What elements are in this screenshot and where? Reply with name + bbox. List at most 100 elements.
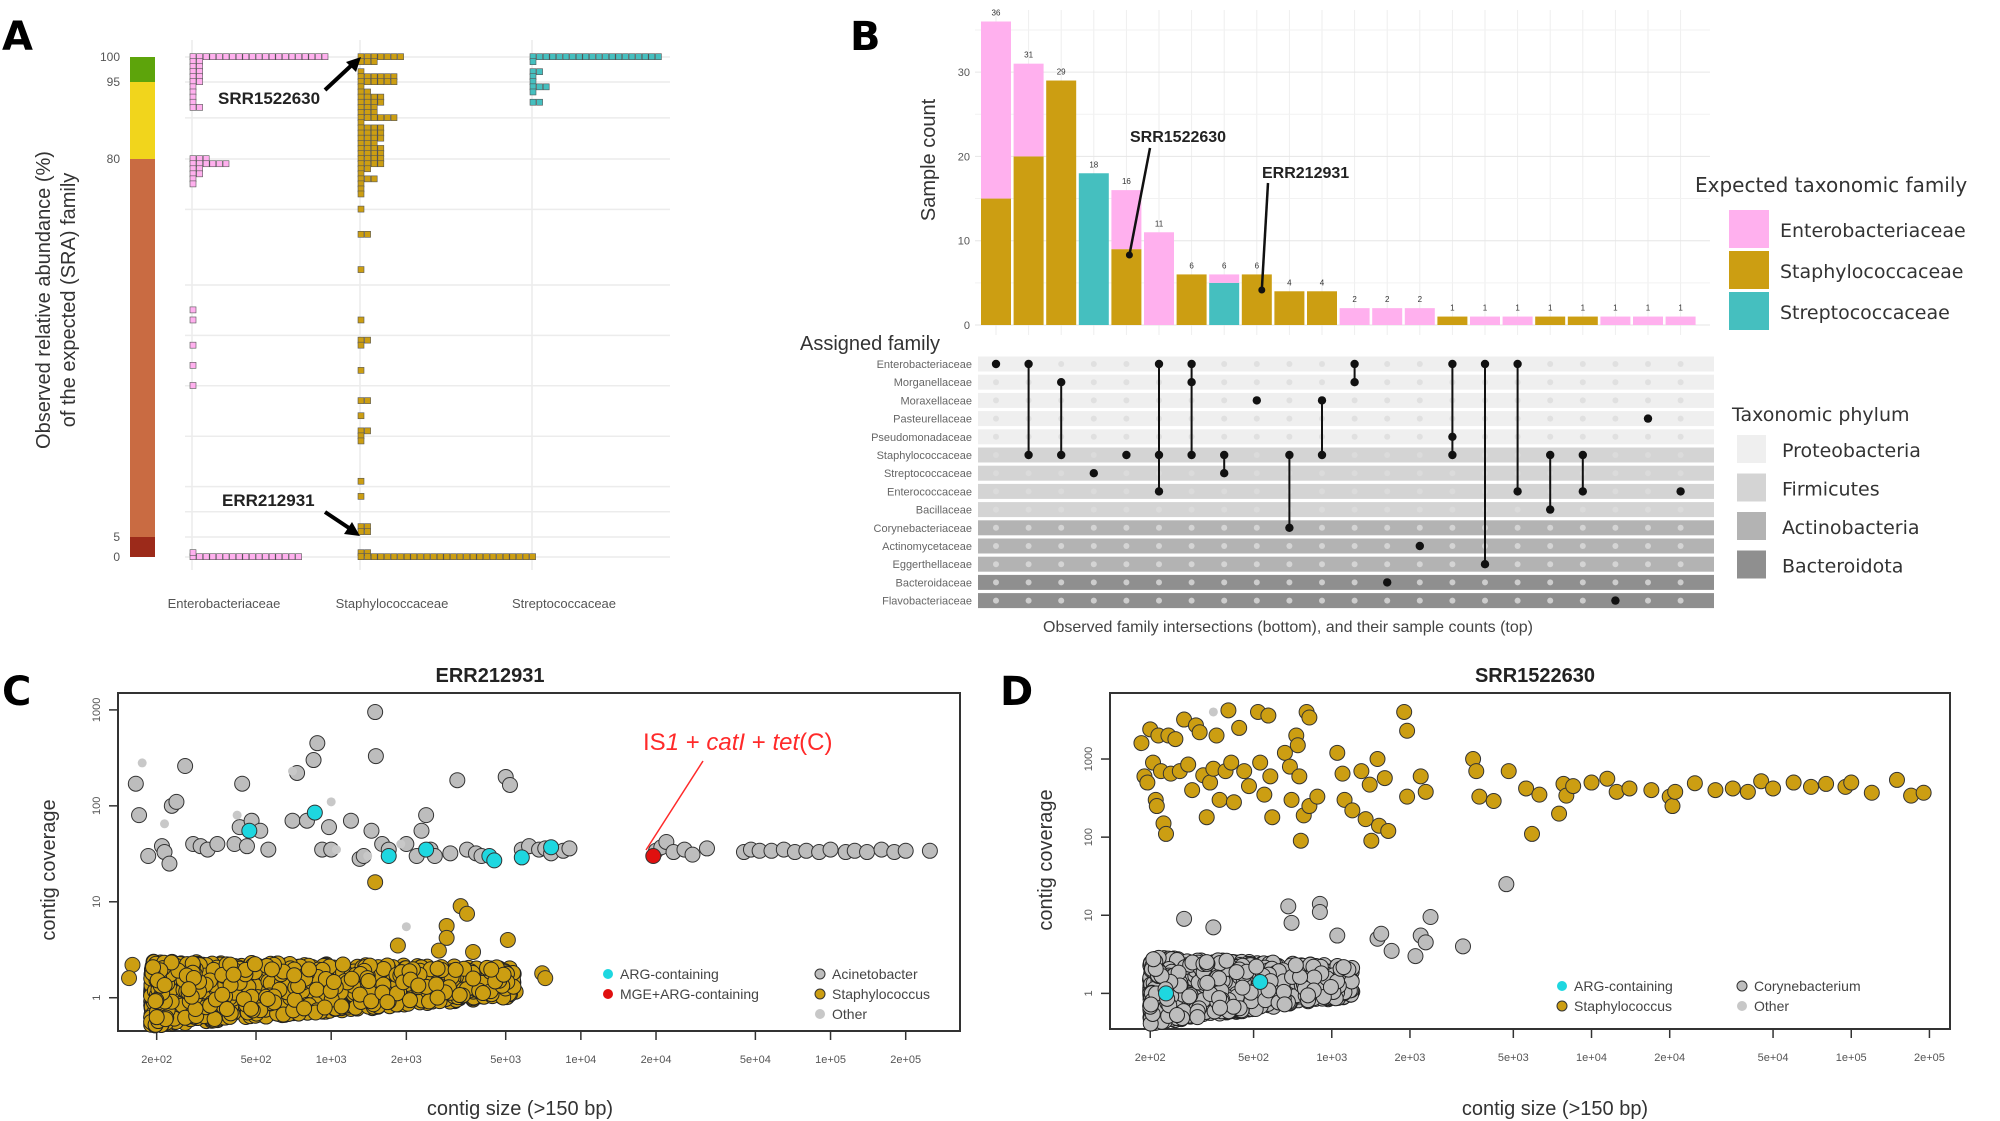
matrix-row-band	[978, 429, 1714, 445]
upset-bar-label: 2	[1352, 295, 1357, 304]
matrix-empty-dot	[993, 415, 999, 422]
matrix-empty-dot	[1416, 415, 1423, 422]
panel-a-dot	[423, 553, 431, 561]
panel-b-matrix-title: Assigned family	[800, 333, 940, 355]
matrix-empty-dot	[1645, 379, 1651, 386]
matrix-empty-dot	[1090, 397, 1097, 404]
panel-b-ytick: 10	[958, 236, 970, 248]
matrix-empty-dot	[1123, 543, 1130, 549]
panel-a-dot	[357, 553, 365, 561]
legend-phylum-title: Taxonomic phylum	[1731, 404, 1910, 426]
legend-phylum-swatch	[1737, 512, 1766, 540]
data-point-corynebacterium	[1205, 919, 1222, 936]
plot-frame	[117, 692, 961, 1032]
matrix-empty-dot	[1221, 488, 1228, 495]
data-point-acinetobacter	[168, 793, 185, 810]
panel-a-dot	[489, 553, 497, 561]
data-point-staphylococcus	[1621, 780, 1638, 797]
data-point-acinetobacter	[684, 846, 701, 863]
matrix-empty-dot	[1449, 579, 1456, 586]
matrix-empty-dot	[1645, 579, 1651, 586]
upset-bar-segment	[1665, 316, 1696, 325]
matrix-empty-dot	[1677, 543, 1684, 549]
data-point-staphylococcus	[156, 977, 173, 994]
data-point-staphylococcus	[1599, 770, 1616, 787]
matrix-empty-dot	[1253, 361, 1260, 367]
matrix-empty-dot	[1025, 561, 1032, 568]
matrix-filled-dot	[1643, 414, 1653, 423]
upset-bar-segment	[1078, 173, 1109, 325]
upset-bar-segment	[1176, 274, 1207, 325]
matrix-empty-dot	[1253, 506, 1260, 513]
data-point-staphylococcus	[363, 993, 380, 1010]
data-point-staphylococcus	[296, 1000, 313, 1017]
panel-a-dot	[370, 553, 378, 561]
panel-a-dot	[364, 336, 371, 344]
matrix-empty-dot	[1025, 470, 1032, 477]
matrix-filled-dot	[1448, 432, 1457, 441]
panel-a-arrowhead-srr	[346, 57, 361, 72]
matrix-filled-dot	[1546, 450, 1555, 460]
panel-a-xtick: Staphylococcaceae	[336, 596, 449, 611]
data-point-staphylococcus	[360, 972, 377, 989]
panel-a-dot	[308, 53, 316, 61]
data-point-other	[1208, 707, 1218, 717]
matrix-row-band	[978, 502, 1714, 518]
data-point-staphylococcus	[243, 1000, 260, 1017]
annotation-part: +	[679, 729, 706, 756]
data-point-acinetobacter	[859, 844, 876, 861]
matrix-empty-dot	[1123, 397, 1130, 404]
upset-bar-label: 36	[992, 9, 1001, 18]
matrix-filled-dot	[1154, 487, 1164, 496]
panel-a-dot	[242, 553, 250, 561]
matrix-filled-dot	[1513, 487, 1522, 496]
panel-a-dot	[443, 553, 451, 561]
upset-bar-segment	[1013, 63, 1044, 157]
x-tick-label: 2e+04	[641, 1054, 672, 1066]
panel-a-ylabel-line1: Observed relative abundance (%)	[33, 151, 55, 449]
data-point-staphylococcus	[1208, 727, 1225, 744]
matrix-empty-dot	[1351, 415, 1358, 422]
upset-bar-label: 2	[1385, 295, 1390, 304]
data-point-staphylococcus	[148, 1009, 165, 1026]
matrix-empty-dot	[1677, 506, 1684, 513]
matrix-empty-dot	[1319, 579, 1325, 586]
matrix-empty-dot	[1612, 433, 1619, 440]
data-point-staphylococcus	[147, 993, 164, 1010]
data-point-corynebacterium	[1283, 914, 1300, 931]
panel-c-annotation-line	[645, 760, 704, 851]
data-point-staphylococcus	[1329, 744, 1346, 761]
data-point-staphylococcus	[300, 961, 317, 978]
data-point-staphylococcus	[1485, 793, 1502, 810]
matrix-empty-dot	[1123, 415, 1130, 422]
matrix-empty-dot	[1351, 543, 1358, 549]
data-point-staphylococcus	[430, 942, 447, 959]
panel-a-dot	[403, 553, 411, 561]
matrix-empty-dot	[1416, 433, 1423, 440]
upset-bar-segment	[1404, 308, 1435, 325]
matrix-empty-dot	[1090, 524, 1097, 531]
panel-a-dot	[390, 553, 398, 561]
matrix-empty-dot	[1547, 415, 1554, 422]
data-point-staphylococcus	[1133, 735, 1150, 752]
panel-a-dot	[255, 553, 263, 561]
data-point-staphylococcus	[367, 874, 384, 891]
data-point-staphylococcus	[1363, 832, 1380, 849]
matrix-empty-dot	[1253, 579, 1260, 586]
panel-a-dot	[364, 58, 371, 66]
panel-a-dot	[364, 397, 371, 404]
legend-family-swatch	[1729, 210, 1769, 248]
panel-a-dot	[235, 553, 243, 561]
panel-a-dot	[364, 231, 371, 238]
matrix-empty-dot	[1547, 379, 1554, 386]
panel-letter-d: D	[1000, 669, 1033, 715]
matrix-empty-dot	[1677, 561, 1684, 568]
matrix-empty-dot	[1384, 361, 1391, 367]
matrix-filled-dot	[1285, 523, 1294, 532]
upset-bar-segment	[1470, 316, 1500, 325]
legend-label: Staphylococcus	[1574, 998, 1672, 1014]
matrix-empty-dot	[1547, 597, 1554, 604]
upset-bar-label: 4	[1287, 278, 1292, 287]
matrix-empty-dot	[993, 597, 999, 604]
data-point-staphylococcus	[438, 929, 455, 946]
